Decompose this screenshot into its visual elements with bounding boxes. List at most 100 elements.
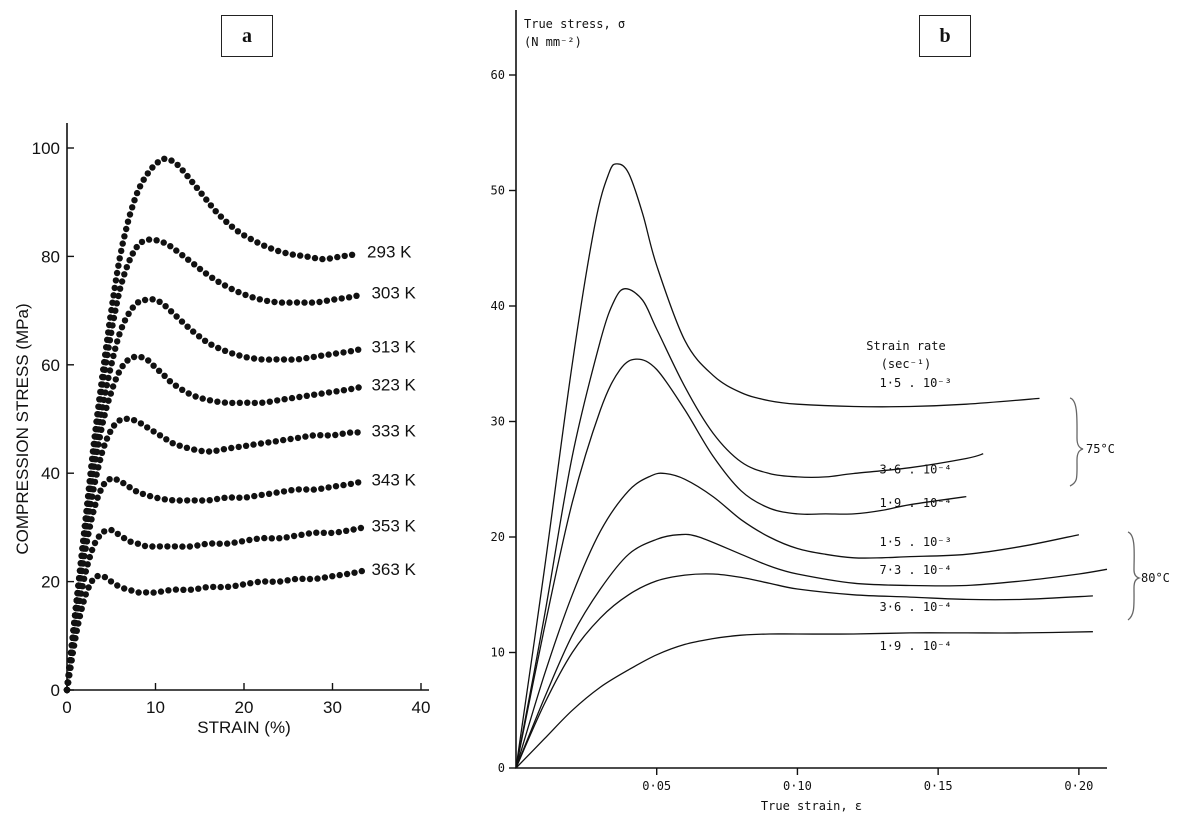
chart-a-point	[224, 540, 231, 547]
chart-a-point	[236, 399, 243, 406]
chart-a-point	[308, 299, 316, 306]
chart-a-point	[153, 237, 160, 244]
chart-a-point	[100, 480, 108, 488]
chart-a-point	[157, 588, 165, 595]
chart-a-point	[129, 304, 136, 311]
chart-a-point	[284, 577, 291, 584]
chart-a-point	[88, 546, 96, 554]
chart-a-point	[221, 494, 228, 501]
chart-a-point	[358, 567, 365, 575]
chart-a-point	[303, 392, 310, 399]
chart-a-point	[304, 253, 311, 260]
chart-a-point	[215, 344, 222, 352]
chart-a-point	[90, 486, 97, 493]
chart-a-point	[332, 350, 340, 357]
chart-a-point	[340, 349, 347, 356]
chart-a-point	[293, 299, 301, 306]
chart-a-point	[112, 307, 119, 314]
chart-a-point	[247, 235, 254, 243]
chart-a-point	[124, 218, 132, 225]
chart-a-point	[141, 542, 149, 550]
chart-a-point	[144, 170, 151, 177]
chart-a-point	[91, 478, 99, 486]
chart-a-point	[149, 296, 156, 303]
chart-b-series-label: 3·6 . 10⁻⁴	[880, 462, 952, 476]
chart-a-point	[198, 190, 205, 197]
chart-a-series-label: 353 K	[371, 516, 416, 535]
chart-b-series: 1·5 . 10⁻³	[515, 472, 1080, 769]
chart-a-point	[235, 443, 242, 451]
chart-a-point	[215, 278, 222, 285]
chart-a-point	[309, 432, 316, 439]
chart-a-point	[85, 584, 92, 591]
chart-a-point	[303, 486, 310, 493]
chart-a-point	[112, 277, 120, 284]
chart-a-point	[187, 586, 195, 593]
chart-a-point	[129, 204, 136, 211]
chart-a-point	[348, 251, 356, 258]
chart-b-bracket	[1069, 397, 1084, 487]
chart-a-point	[130, 353, 138, 361]
chart-a-point	[282, 249, 289, 257]
chart-b-xtick-label: 0·05	[642, 779, 671, 793]
chart-a-point	[112, 376, 120, 383]
chart-a-point	[120, 479, 127, 487]
chart-a-point	[318, 390, 325, 397]
chart-a-point	[84, 561, 91, 568]
chart-a-point	[165, 587, 172, 594]
chart-a-point	[272, 438, 279, 445]
chart-a-point	[257, 440, 265, 447]
chart-a-point	[101, 442, 108, 449]
chart-a-point	[201, 337, 209, 344]
chart-a-point	[110, 422, 118, 429]
chart-a-point	[73, 627, 81, 634]
chart-a-point	[328, 529, 335, 537]
chart-a-point	[103, 435, 111, 442]
chart-a-point	[357, 524, 365, 532]
chart-b-ylabel: True stress, σ	[524, 17, 625, 31]
chart-b-series-label: 1·9 . 10⁻⁴	[880, 496, 952, 510]
chart-a-point	[192, 393, 199, 400]
chart-a-point	[121, 233, 128, 240]
chart-b-ytick-label: 30	[491, 415, 505, 429]
chart-a-point	[191, 261, 198, 268]
chart-a-point	[203, 196, 210, 203]
chart-a-point	[82, 545, 89, 552]
chart-a-point	[166, 378, 174, 385]
chart-a-point	[229, 399, 236, 407]
chart-a-point	[313, 529, 320, 536]
chart-b-series: 1·9 . 10⁻⁴	[515, 631, 1093, 769]
chart-a-point	[176, 442, 183, 449]
chart-a-point	[354, 429, 361, 436]
chart-a-point	[118, 247, 125, 255]
chart-a-point	[265, 356, 273, 363]
chart-a-point	[180, 586, 187, 593]
chart-a-point	[154, 494, 161, 502]
chart-a-point	[341, 252, 348, 260]
chart-b-series-line	[515, 358, 967, 769]
chart-a-point	[102, 389, 109, 396]
chart-a-point	[216, 540, 223, 547]
chart-a-xtick-label: 20	[235, 698, 254, 717]
chart-a-point	[217, 213, 225, 220]
chart-a-point	[202, 584, 209, 591]
chart-b-series: 3·6 . 10⁻⁴	[515, 573, 1093, 769]
chart-a-point	[243, 354, 250, 361]
chart-a-point	[311, 254, 319, 262]
chart-a-point	[209, 274, 216, 281]
chart-b-group-label: 75°C	[1086, 442, 1115, 456]
chart-a-point	[80, 575, 88, 582]
chart-a-point	[195, 585, 202, 592]
chart-a-point	[290, 532, 298, 540]
chart-a-point	[161, 372, 168, 379]
chart-b-xtick-label: 0·10	[783, 779, 812, 793]
chart-a-point	[150, 362, 157, 369]
chart-b-series-line	[515, 288, 984, 769]
chart-a-point	[119, 362, 126, 370]
chart-a-xtick-label: 40	[412, 698, 431, 717]
chart-b-legend-unit: (sec⁻¹)	[881, 357, 932, 371]
chart-b-axes	[515, 10, 1107, 769]
chart-a-point	[141, 296, 149, 304]
chart-a-point	[81, 552, 88, 560]
chart-b-group-label: 80°C	[1141, 571, 1170, 585]
